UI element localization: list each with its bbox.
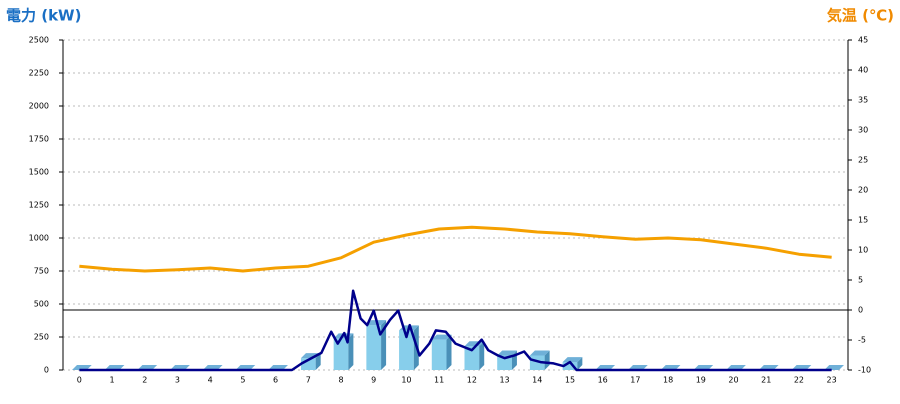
x-tick-label: 11 (434, 376, 444, 385)
bar-top (529, 350, 550, 356)
bar-side (446, 334, 452, 370)
y-axis-title: 電力 (kW) (6, 7, 81, 25)
x-tick-label: 15 (565, 376, 575, 385)
x-tick-label: 5 (240, 376, 245, 385)
bar-top (562, 357, 583, 363)
y2-tick-label: 45 (858, 36, 868, 45)
bar (562, 362, 578, 370)
y2-tick-label: -10 (858, 366, 871, 375)
x-tick-label: 19 (696, 376, 706, 385)
bar (300, 358, 316, 370)
bar (366, 325, 382, 370)
y-tick-label: 750 (34, 267, 49, 276)
y-tick-label: 0 (44, 366, 49, 375)
y2-tick-label: 25 (858, 156, 868, 165)
y-tick-label: 500 (34, 300, 49, 309)
x-tick-label: 23 (827, 376, 837, 385)
x-tick-label: 21 (761, 376, 771, 385)
x-tick-label: 2 (142, 376, 147, 385)
bar (399, 330, 414, 370)
y2-tick-label: 5 (858, 276, 863, 285)
x-tick-label: 3 (175, 376, 180, 385)
bar (464, 346, 480, 370)
bar-side (577, 357, 583, 370)
bar (333, 338, 349, 370)
bar (431, 339, 447, 370)
bar-side (348, 333, 354, 370)
y2-tick-label: 10 (858, 246, 868, 255)
bar-top (497, 350, 517, 356)
y2-axis-title: 気温 (℃) (827, 7, 894, 25)
x-tick-label: 18 (663, 376, 673, 385)
y-tick-label: 1750 (29, 135, 49, 144)
y-tick-label: 250 (34, 333, 49, 342)
y2-tick-label: -5 (858, 336, 866, 345)
y-tick-label: 1500 (29, 168, 49, 177)
x-tick-label: 16 (598, 376, 608, 385)
bar (497, 355, 512, 370)
x-tick-label: 1 (110, 376, 115, 385)
x-tick-label: 6 (273, 376, 278, 385)
y-tick-label: 1000 (29, 234, 49, 243)
y2-tick-label: 20 (858, 186, 868, 195)
x-tick-label: 22 (794, 376, 804, 385)
x-tick-label: 17 (630, 376, 640, 385)
bar-top (431, 334, 452, 340)
y2-tick-label: 35 (858, 96, 868, 105)
x-tick-label: 13 (499, 376, 509, 385)
bar-side (315, 353, 321, 370)
x-tick-label: 7 (306, 376, 311, 385)
y-tick-label: 2500 (29, 36, 49, 45)
x-tick-label: 8 (338, 376, 343, 385)
x-tick-label: 0 (77, 376, 82, 385)
bar-side (479, 341, 485, 370)
x-tick-label: 12 (467, 376, 477, 385)
y-tick-label: 1250 (29, 201, 49, 210)
line (79, 289, 832, 372)
y2-tick-label: 15 (858, 216, 868, 225)
y-tick-label: 2250 (29, 69, 49, 78)
x-tick-label: 14 (532, 376, 542, 385)
x-tick-label: 4 (208, 376, 213, 385)
y2-tick-label: 0 (858, 306, 863, 315)
y2-tick-label: 30 (858, 126, 868, 135)
x-tick-label: 10 (401, 376, 411, 385)
x-tick-label: 9 (371, 376, 376, 385)
x-tick-label: 20 (728, 376, 738, 385)
y2-tick-label: 40 (858, 66, 868, 75)
bar-side (544, 350, 550, 370)
line (79, 225, 832, 273)
y-tick-label: 2000 (29, 102, 49, 111)
